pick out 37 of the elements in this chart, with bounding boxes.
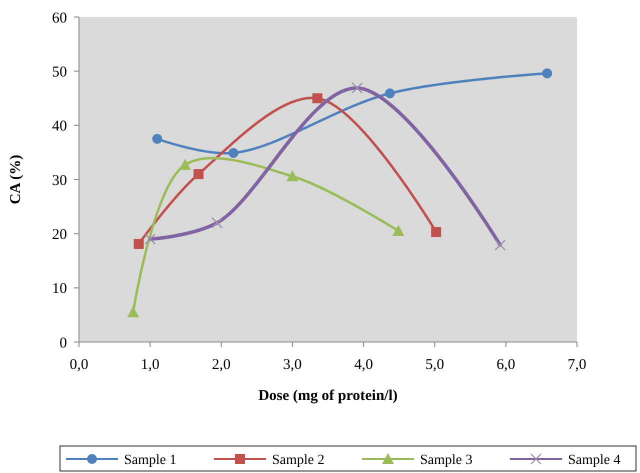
- legend-label: Sample 3: [420, 453, 472, 468]
- point: [127, 306, 140, 318]
- point: [211, 217, 223, 228]
- legend-label: Sample 2: [272, 453, 324, 468]
- x-tick-label: 5,0: [425, 357, 444, 373]
- point: [542, 68, 552, 78]
- x-tick-label: 6,0: [496, 357, 516, 373]
- y-tick-label: 20: [52, 226, 67, 243]
- point: [152, 134, 162, 144]
- point: [144, 233, 156, 245]
- y-tick-label: 10: [52, 281, 67, 298]
- x-tick-label: 1,0: [140, 357, 160, 373]
- x-tick-label: 4,0: [354, 357, 373, 373]
- x-tick-label: 0,0: [70, 357, 88, 373]
- point: [228, 148, 238, 158]
- y-tick-label: 0: [60, 335, 67, 352]
- point: [431, 227, 442, 238]
- y-axis-title: CA (%): [8, 154, 24, 204]
- point: [194, 169, 204, 180]
- y-tick-label: 50: [52, 64, 67, 80]
- point: [134, 238, 144, 249]
- x-tick-label: 3,0: [283, 357, 302, 373]
- x-tick-label: 7,0: [568, 357, 586, 373]
- legend-label: Sample 4: [568, 453, 620, 468]
- point: [384, 88, 395, 98]
- x-tick-label: 2,0: [212, 357, 231, 373]
- point: [494, 239, 506, 251]
- point: [179, 158, 192, 170]
- legend-label: Sample 1: [124, 453, 176, 468]
- point: [312, 93, 322, 104]
- point: [392, 224, 404, 236]
- point: [286, 170, 298, 182]
- y-tick-label: 30: [52, 172, 67, 189]
- y-tick-label: 40: [52, 118, 67, 135]
- y-tick-label: 60: [52, 10, 67, 26]
- x-axis-title: Dose (mg of protein/l): [258, 388, 398, 404]
- point: [352, 82, 363, 94]
